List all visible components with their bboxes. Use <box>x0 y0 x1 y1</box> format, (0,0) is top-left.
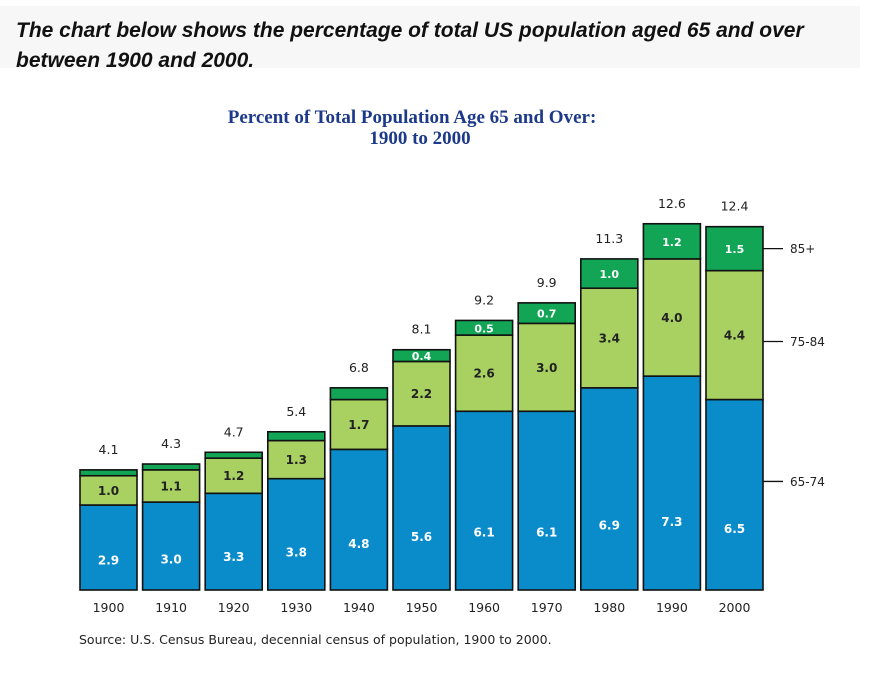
x-tick-label-1970: 1970 <box>531 600 563 615</box>
segment-label-65-74-1910: 3.0 <box>160 553 181 567</box>
segment-label-75-84-1940: 1.7 <box>348 418 369 432</box>
total-label-2000: 12.4 <box>721 199 749 214</box>
bar-segment-85+-2000 <box>705 225 764 272</box>
x-tick-label-1940: 1940 <box>343 600 375 615</box>
legend-label-65-74: 65-74 <box>790 475 825 489</box>
bar-segment-75-84-1980 <box>579 287 639 389</box>
bar-segment-65-74-1930 <box>266 477 326 591</box>
segment-label-65-74-1970: 6.1 <box>536 525 557 539</box>
x-tick-label-1950: 1950 <box>406 600 438 615</box>
total-label-1990: 12.6 <box>658 196 686 211</box>
chart-subtitle: 1900 to 2000 <box>369 128 470 149</box>
segment-label-65-74-1930: 3.8 <box>286 546 307 560</box>
total-label-1920: 4.7 <box>224 424 244 439</box>
bar-segment-85+-1940 <box>329 387 389 401</box>
bar-segment-85+-1980 <box>579 258 639 290</box>
bar-segment-65-74-1900 <box>79 504 138 591</box>
chart-title: Percent of Total Population Age 65 and O… <box>228 107 597 128</box>
segment-label-85+-2000: 1.5 <box>725 243 745 256</box>
segment-label-65-74-1980: 6.9 <box>599 518 620 532</box>
bar-segment-65-74-1980 <box>579 387 639 591</box>
bar-segment-75-84-1920 <box>204 457 263 495</box>
total-label-1980: 11.3 <box>595 231 623 246</box>
total-label-1970: 9.9 <box>537 275 557 290</box>
segment-label-75-84-1970: 3.0 <box>536 361 557 375</box>
segment-label-75-84-1930: 1.3 <box>286 453 307 467</box>
bar-segment-65-74-1960 <box>454 410 514 591</box>
segment-label-85+-1970: 0.7 <box>537 308 557 321</box>
bar-segment-75-84-1940 <box>329 398 389 451</box>
segment-label-65-74-1940: 4.8 <box>348 537 369 551</box>
legend-label-75-84: 75-84 <box>790 335 825 349</box>
total-label-1950: 8.1 <box>412 322 432 337</box>
segment-label-85+-1960: 0.5 <box>474 322 494 335</box>
bar-segment-85+-1920 <box>204 451 263 459</box>
bar-segment-75-84-1910 <box>141 469 201 503</box>
segment-label-75-84-1960: 2.6 <box>473 367 494 381</box>
segment-label-85+-1950: 0.4 <box>412 350 432 363</box>
total-label-1960: 9.2 <box>474 292 494 307</box>
segment-label-65-74-1960: 6.1 <box>473 525 494 539</box>
bar-segment-75-84-2000 <box>705 269 764 401</box>
bar-segment-65-74-2000 <box>705 398 764 591</box>
bar-segment-65-74-1920 <box>204 492 263 591</box>
segment-label-85+-1990: 1.2 <box>662 236 682 249</box>
total-label-1900: 4.1 <box>99 442 119 457</box>
segment-label-85+-1980: 1.0 <box>600 268 620 281</box>
bar-segment-65-74-1990 <box>642 375 702 591</box>
segment-label-75-84-1910: 1.1 <box>160 479 181 493</box>
bar-segment-65-74-1970 <box>517 410 577 591</box>
legend: 65-74 75-84 85+ <box>763 242 825 489</box>
x-tick-label-1920: 1920 <box>218 600 250 615</box>
x-tick-label-1990: 1990 <box>656 600 688 615</box>
x-tick-labels: 1900 1910 1920 1930 1940 1950 1960 1970 1980 1990… <box>93 600 751 615</box>
bar-segment-65-74-1940 <box>329 448 389 591</box>
x-tick-label-1930: 1930 <box>280 600 312 615</box>
bar-segment-75-84-1990 <box>642 258 702 377</box>
segment-label-65-74-2000: 6.5 <box>724 522 745 536</box>
total-label-1910: 4.3 <box>161 436 181 451</box>
bar-segment-75-84-1950 <box>392 360 451 427</box>
segment-label-75-84-1900: 1.0 <box>98 484 119 498</box>
segment-label-75-84-2000: 4.4 <box>724 329 745 343</box>
x-tick-label-1900: 1900 <box>93 600 125 615</box>
segment-label-75-84-1920: 1.2 <box>223 469 244 483</box>
segment-label-65-74-1950: 5.6 <box>411 530 432 544</box>
bar-segment-85+-1990 <box>642 222 702 260</box>
bar-segment-85+-1960 <box>454 319 514 336</box>
segment-label-75-84-1950: 2.2 <box>411 387 432 401</box>
bar-segment-85+-1930 <box>266 430 326 442</box>
intro-text: The chart below shows the percentage of … <box>16 19 804 72</box>
segment-label-65-74-1900: 2.9 <box>98 554 119 568</box>
bar-segment-65-74-1950 <box>392 425 451 591</box>
bar-segment-85+-1910 <box>141 463 201 471</box>
bar-segment-85+-1950 <box>392 348 451 363</box>
legend-label-85+: 85+ <box>790 242 815 256</box>
source-note: Source: U.S. Census Bureau, decennial ce… <box>79 632 552 647</box>
total-label-1930: 5.4 <box>286 404 306 419</box>
segment-label-75-84-1990: 4.0 <box>661 311 682 325</box>
segment-label-65-74-1920: 3.3 <box>223 550 244 564</box>
x-tick-label-1980: 1980 <box>593 600 625 615</box>
x-tick-label-1960: 1960 <box>468 600 500 615</box>
bar-segment-85+-1900 <box>79 469 138 477</box>
bar-segment-85+-1970 <box>517 302 577 325</box>
x-tick-label-1910: 1910 <box>155 600 187 615</box>
bar-segment-65-74-1910 <box>141 501 201 591</box>
segment-label-75-84-1980: 3.4 <box>599 332 620 346</box>
x-tick-label-2000: 2000 <box>719 600 751 615</box>
total-label-1940: 6.8 <box>349 360 369 375</box>
bars-group: 2.9 1.0 4.1 3.0 1.1 4.3 3.3 1.2 4.7 3.8 1.3 5.4 4.8 1… <box>79 196 764 591</box>
intro-banner: The chart below shows the percentage of … <box>0 6 860 72</box>
segment-label-65-74-1990: 7.3 <box>661 515 682 529</box>
